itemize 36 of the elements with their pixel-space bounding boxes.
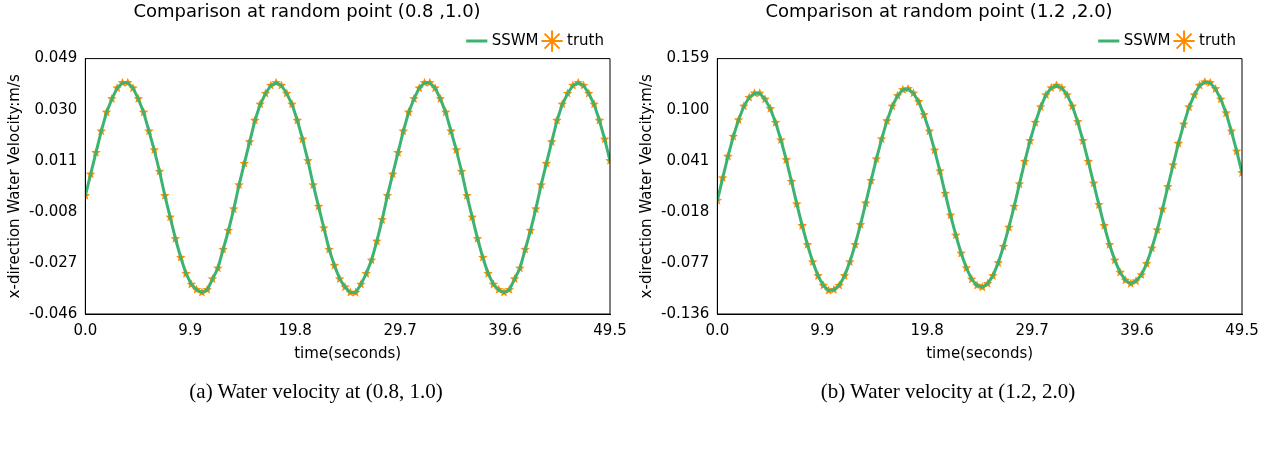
x-tick-label: 29.7 xyxy=(1015,320,1049,339)
legend-label: SSWM xyxy=(491,30,539,49)
legend-label: truth xyxy=(1199,30,1237,49)
x-tick-label: 49.5 xyxy=(1225,320,1259,339)
x-tick-label: 9.9 xyxy=(178,320,203,339)
x-tick-label: 49.5 xyxy=(593,320,627,339)
y-tick-label: 0.041 xyxy=(666,150,710,169)
text: (a) Water velocity at (0.8, 1.0) xyxy=(188,379,444,404)
y-tick-label: 0.100 xyxy=(666,99,710,118)
x-axis-title: time(seconds) xyxy=(926,343,1034,362)
x-tick-label: 39.6 xyxy=(488,320,522,339)
y-tick-label: 0.159 xyxy=(666,48,710,67)
y-tick-label: -0.077 xyxy=(661,252,710,271)
y-tick-label: -0.136 xyxy=(661,303,710,322)
y-tick-label: 0.011 xyxy=(34,150,78,169)
x-tick-label: 19.8 xyxy=(910,320,944,339)
x-tick-label: 0.0 xyxy=(705,320,730,339)
y-tick-label: 0.030 xyxy=(34,99,78,118)
x-tick-label: 19.8 xyxy=(278,320,312,339)
y-axis-title: x-direction Water Velocity:m/s xyxy=(636,74,655,299)
chart-title: Comparison at random point (1.2 ,2.0) xyxy=(765,0,1113,22)
y-tick-label: -0.027 xyxy=(29,252,78,271)
x-tick-label: 39.6 xyxy=(1120,320,1154,339)
legend-label: truth xyxy=(567,30,605,49)
y-axis-title: x-direction Water Velocity:m/s xyxy=(4,74,23,299)
chart-title: Comparison at random point (0.8 ,1.0) xyxy=(133,0,481,22)
y-tick-label: -0.018 xyxy=(661,201,710,220)
y-tick-label: -0.008 xyxy=(29,201,78,220)
x-tick-label: 29.7 xyxy=(383,320,417,339)
x-tick-label: 0.0 xyxy=(73,320,98,339)
y-tick-label: -0.046 xyxy=(29,303,78,322)
legend-label: SSWM xyxy=(1123,30,1171,49)
y-tick-label: 0.049 xyxy=(34,48,78,67)
x-axis-title: time(seconds) xyxy=(294,343,402,362)
x-tick-label: 9.9 xyxy=(810,320,835,339)
text: (b) Water velocity at (1.2, 2.0) xyxy=(819,379,1077,404)
